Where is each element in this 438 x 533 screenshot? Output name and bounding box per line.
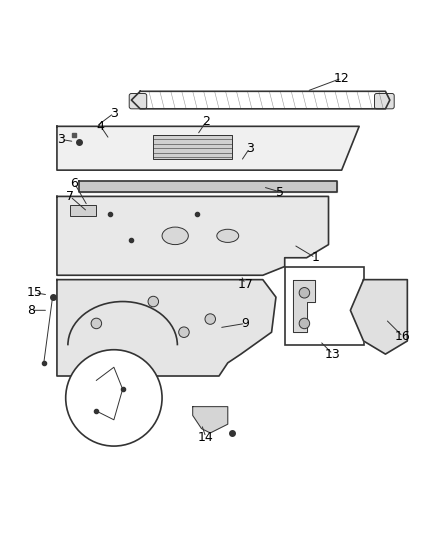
Polygon shape [79, 181, 337, 192]
Polygon shape [293, 280, 315, 332]
Circle shape [299, 318, 310, 329]
Circle shape [205, 314, 215, 324]
Bar [153, 135, 232, 159]
Text: 14: 14 [198, 431, 214, 444]
Bar [70, 205, 96, 216]
Text: 1: 1 [311, 251, 319, 264]
Circle shape [299, 287, 310, 298]
Circle shape [148, 296, 159, 307]
FancyBboxPatch shape [374, 93, 394, 109]
Polygon shape [57, 280, 276, 376]
Text: 9: 9 [241, 317, 249, 330]
Circle shape [66, 350, 162, 446]
Bar [285, 266, 364, 345]
Text: 3: 3 [110, 107, 118, 120]
Text: 5: 5 [276, 185, 284, 198]
Text: 17: 17 [237, 278, 253, 290]
Text: 12: 12 [334, 71, 350, 85]
Text: 7: 7 [66, 190, 74, 203]
Circle shape [91, 318, 102, 329]
Text: 2: 2 [202, 116, 210, 128]
Text: 10: 10 [71, 383, 87, 395]
Circle shape [179, 327, 189, 337]
Polygon shape [57, 197, 328, 275]
Text: 16: 16 [395, 330, 411, 343]
Polygon shape [350, 280, 407, 354]
Text: 4: 4 [97, 120, 105, 133]
Ellipse shape [217, 229, 239, 243]
Polygon shape [193, 407, 228, 433]
Text: 3: 3 [57, 133, 65, 146]
Text: 13: 13 [325, 348, 341, 361]
Text: 6: 6 [71, 177, 78, 190]
Text: 15: 15 [27, 286, 43, 300]
Text: 11: 11 [124, 405, 139, 417]
Polygon shape [57, 126, 359, 170]
Text: 3: 3 [246, 142, 254, 155]
Ellipse shape [162, 227, 188, 245]
FancyBboxPatch shape [129, 93, 147, 109]
Text: 8: 8 [27, 304, 35, 317]
